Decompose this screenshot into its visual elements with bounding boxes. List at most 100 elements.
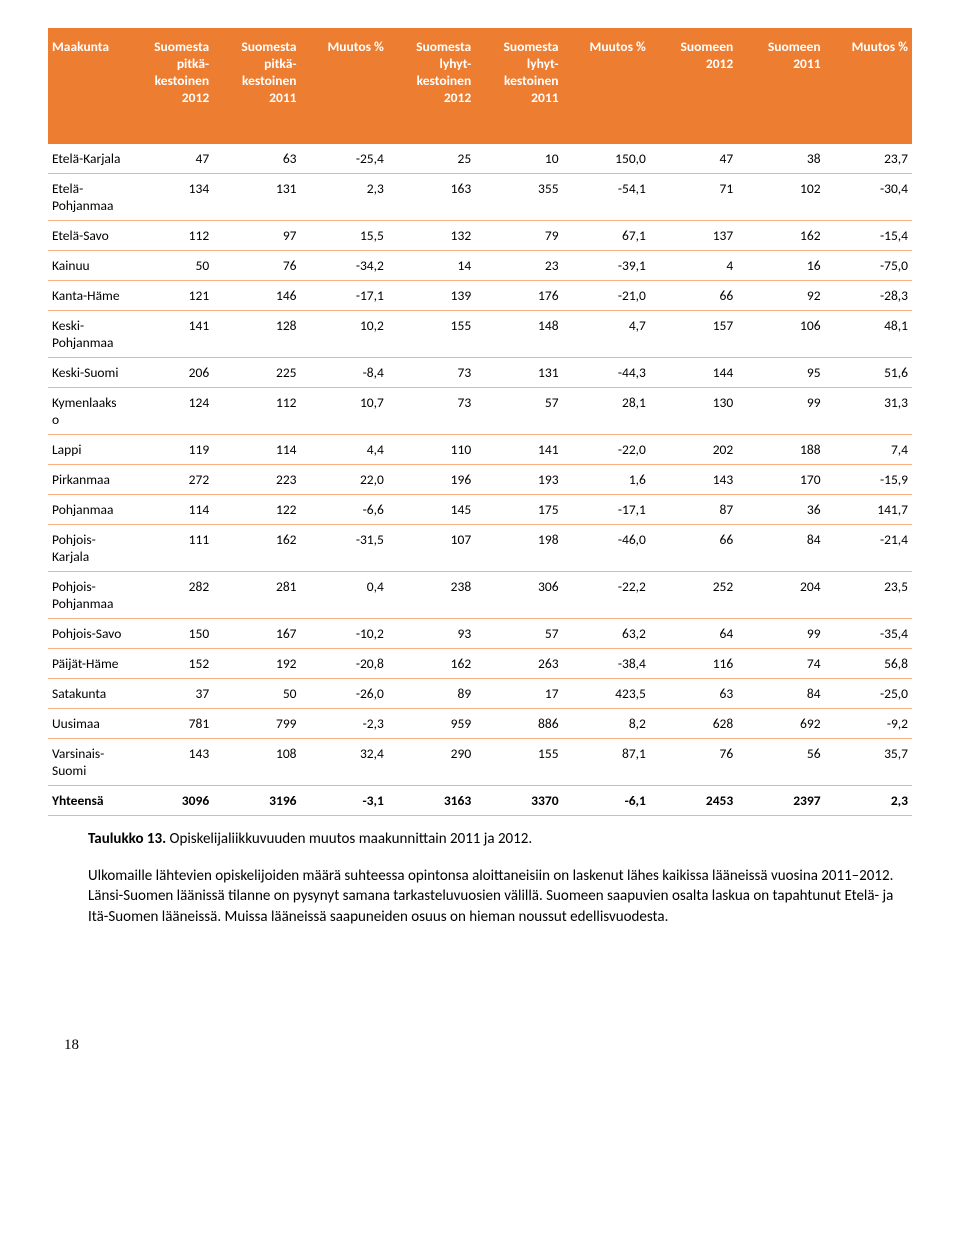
value-cell: 119 — [126, 435, 213, 465]
value-cell: 139 — [388, 281, 475, 311]
table-row: Kainuu5076-34,21423-39,1416-75,0 — [48, 251, 912, 281]
region-cell: Yhteensä — [48, 786, 126, 816]
value-cell: 67,1 — [563, 221, 650, 251]
region-cell: Lappi — [48, 435, 126, 465]
value-cell: -38,4 — [563, 649, 650, 679]
value-cell: 2,3 — [301, 174, 388, 221]
value-cell: 63 — [213, 144, 300, 174]
table-row: Uusimaa781799-2,39598868,2628692-9,2 — [48, 709, 912, 739]
value-cell: 122 — [213, 495, 300, 525]
value-cell: 51,6 — [825, 358, 912, 388]
table-row: Päijät-Häme152192-20,8162263-38,41167456… — [48, 649, 912, 679]
value-cell: 97 — [213, 221, 300, 251]
page-number: 18 — [64, 1037, 912, 1054]
table-row: Pirkanmaa27222322,01961931,6143170-15,9 — [48, 465, 912, 495]
value-cell: 114 — [213, 435, 300, 465]
region-cell: Pohjois-Pohjanmaa — [48, 572, 126, 619]
region-cell: Kainuu — [48, 251, 126, 281]
value-cell: 74 — [737, 649, 824, 679]
table-row: Varsinais-Suomi14310832,429015587,176563… — [48, 739, 912, 786]
value-cell: 106 — [737, 311, 824, 358]
value-cell: 290 — [388, 739, 475, 786]
value-cell: 282 — [126, 572, 213, 619]
caption-text: Opiskelijaliikkuvuuden muutos maakunnitt… — [166, 830, 532, 848]
value-cell: 150 — [126, 619, 213, 649]
value-cell: 145 — [388, 495, 475, 525]
value-cell: 48,1 — [825, 311, 912, 358]
data-table: Maakunta Suomesta pitkä-kestoinen 2012 S… — [48, 28, 912, 816]
region-cell: Pohjois-Karjala — [48, 525, 126, 572]
region-cell: Etelä-Pohjanmaa — [48, 174, 126, 221]
value-cell: 56 — [737, 739, 824, 786]
value-cell: 781 — [126, 709, 213, 739]
region-cell: Kanta-Häme — [48, 281, 126, 311]
col-header: Suomesta pitkä-kestoinen 2012 — [126, 28, 213, 144]
value-cell: 188 — [737, 435, 824, 465]
value-cell: 3163 — [388, 786, 475, 816]
value-cell: -25,0 — [825, 679, 912, 709]
table-row: Keski-Suomi206225-8,473131-44,31449551,6 — [48, 358, 912, 388]
value-cell: 57 — [475, 619, 562, 649]
value-cell: 89 — [388, 679, 475, 709]
value-cell: 192 — [213, 649, 300, 679]
value-cell: 155 — [388, 311, 475, 358]
value-cell: 306 — [475, 572, 562, 619]
value-cell: 130 — [650, 388, 737, 435]
value-cell: 28,1 — [563, 388, 650, 435]
value-cell: 35,7 — [825, 739, 912, 786]
value-cell: -6,1 — [563, 786, 650, 816]
value-cell: -75,0 — [825, 251, 912, 281]
table-row: Keski-Pohjanmaa14112810,21551484,7157106… — [48, 311, 912, 358]
value-cell: 8,2 — [563, 709, 650, 739]
value-cell: 202 — [650, 435, 737, 465]
value-cell: 3196 — [213, 786, 300, 816]
region-cell: Varsinais-Suomi — [48, 739, 126, 786]
table-row: Lappi1191144,4110141-22,02021887,4 — [48, 435, 912, 465]
value-cell: 137 — [650, 221, 737, 251]
table-row: Pohjois-Pohjanmaa2822810,4238306-22,2252… — [48, 572, 912, 619]
col-header: Suomeen 2011 — [737, 28, 824, 144]
value-cell: 143 — [650, 465, 737, 495]
caption-bold: Taulukko 13. — [88, 830, 166, 848]
value-cell: 57 — [475, 388, 562, 435]
value-cell: -3,1 — [301, 786, 388, 816]
value-cell: 204 — [737, 572, 824, 619]
value-cell: -22,0 — [563, 435, 650, 465]
value-cell: 134 — [126, 174, 213, 221]
value-cell: -15,4 — [825, 221, 912, 251]
value-cell: 23 — [475, 251, 562, 281]
value-cell: 84 — [737, 679, 824, 709]
value-cell: 2,3 — [825, 786, 912, 816]
value-cell: 23,5 — [825, 572, 912, 619]
value-cell: -9,2 — [825, 709, 912, 739]
value-cell: 799 — [213, 709, 300, 739]
value-cell: 206 — [126, 358, 213, 388]
value-cell: 157 — [650, 311, 737, 358]
value-cell: 225 — [213, 358, 300, 388]
value-cell: 886 — [475, 709, 562, 739]
value-cell: 76 — [650, 739, 737, 786]
value-cell: 3096 — [126, 786, 213, 816]
table-header: Maakunta Suomesta pitkä-kestoinen 2012 S… — [48, 28, 912, 144]
value-cell: -46,0 — [563, 525, 650, 572]
table-row: Kanta-Häme121146-17,1139176-21,06692-28,… — [48, 281, 912, 311]
value-cell: 47 — [650, 144, 737, 174]
value-cell: 423,5 — [563, 679, 650, 709]
value-cell: 162 — [213, 525, 300, 572]
value-cell: 162 — [388, 649, 475, 679]
col-header: Maakunta — [48, 28, 126, 144]
value-cell: 3370 — [475, 786, 562, 816]
value-cell: 66 — [650, 281, 737, 311]
value-cell: 92 — [737, 281, 824, 311]
value-cell: 162 — [737, 221, 824, 251]
value-cell: 124 — [126, 388, 213, 435]
value-cell: 50 — [213, 679, 300, 709]
value-cell: 146 — [213, 281, 300, 311]
value-cell: 196 — [388, 465, 475, 495]
value-cell: 10,2 — [301, 311, 388, 358]
table-row: Etelä-Pohjanmaa1341312,3163355-54,171102… — [48, 174, 912, 221]
region-cell: Etelä-Karjala — [48, 144, 126, 174]
value-cell: 99 — [737, 619, 824, 649]
value-cell: 252 — [650, 572, 737, 619]
value-cell: -2,3 — [301, 709, 388, 739]
